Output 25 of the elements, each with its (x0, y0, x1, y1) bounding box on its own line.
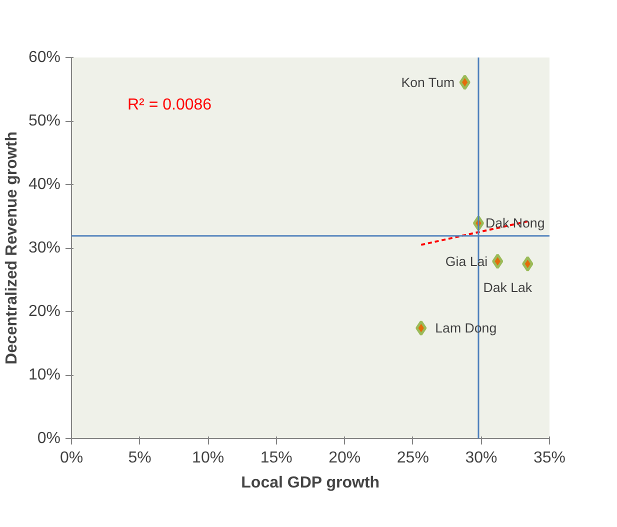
annotation: Dak Lak (483, 280, 532, 295)
y-tick-label: 0% (37, 430, 60, 447)
y-tick-label: 30% (28, 240, 61, 256)
y-axis-title: Decentralized Revenue growth (3, 132, 20, 364)
x-tick-label: 25% (396, 450, 429, 466)
x-tick-label: 35% (533, 450, 566, 466)
point (522, 256, 534, 272)
point (416, 320, 427, 336)
y-tick-label: 50% (28, 112, 61, 130)
x-tick-label: 20% (328, 450, 361, 466)
y-tick-label: 10% (28, 366, 61, 384)
y-tick-label: 60% (28, 49, 61, 66)
point (459, 74, 470, 90)
x-tick-label: 30% (465, 450, 498, 466)
annotation: Kon Tum (401, 74, 455, 90)
y-tick-label: 40% (28, 176, 61, 193)
x-tick-label: 0% (60, 450, 84, 466)
x-axis-title: Local GDP growth (241, 474, 380, 492)
x-tick-label: 10% (192, 450, 224, 466)
y-tick-label: 20% (28, 303, 61, 320)
x-tick-label: 5% (128, 450, 152, 466)
annotation: Dak Nong (485, 216, 545, 231)
point (492, 254, 504, 270)
annotation: R² = 0.0086 (128, 96, 212, 114)
x-tick-label: 15% (260, 450, 292, 466)
